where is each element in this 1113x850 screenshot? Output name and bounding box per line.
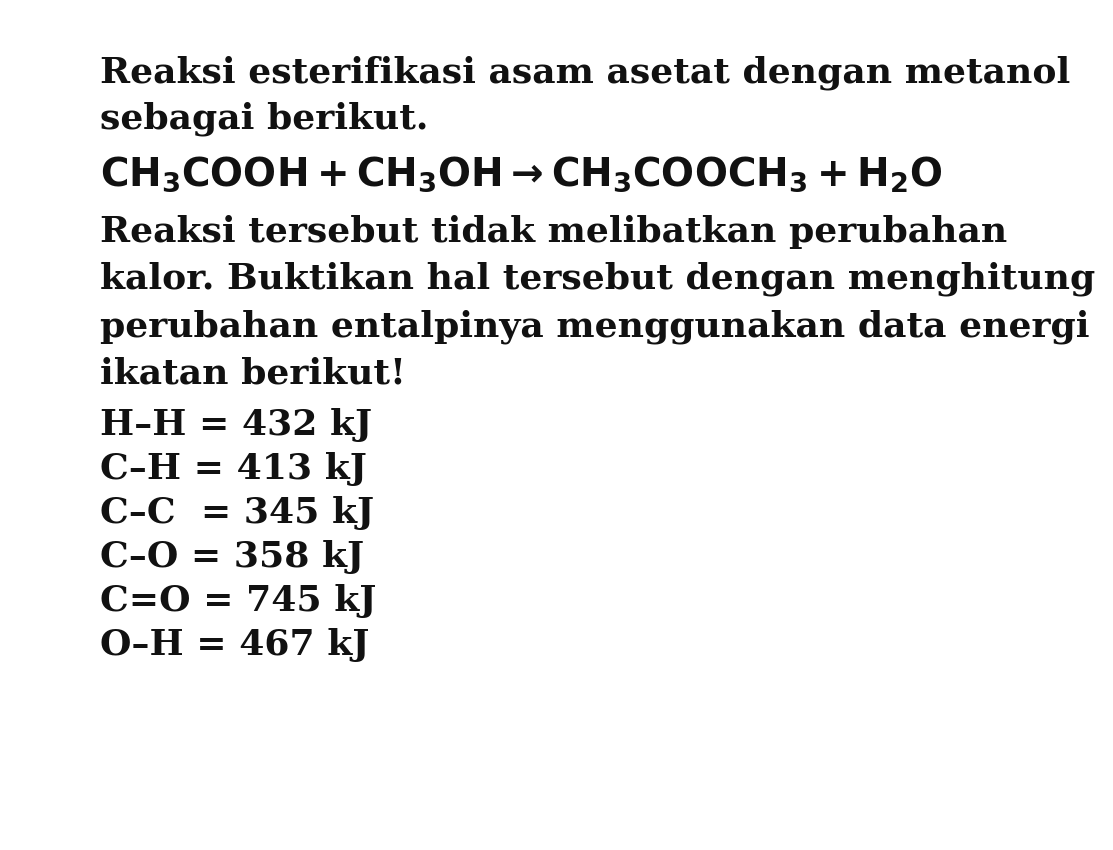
Text: Reaksi esterifikasi asam asetat dengan metanol: Reaksi esterifikasi asam asetat dengan m… [100,55,1071,89]
Text: sebagai berikut.: sebagai berikut. [100,102,429,137]
Text: C–C  = 345 kJ: C–C = 345 kJ [100,496,374,530]
Text: C–H = 413 kJ: C–H = 413 kJ [100,452,367,486]
Text: Reaksi tersebut tidak melibatkan perubahan: Reaksi tersebut tidak melibatkan perubah… [100,215,1007,249]
Text: ikatan berikut!: ikatan berikut! [100,356,406,390]
Text: kalor. Buktikan hal tersebut dengan menghitung: kalor. Buktikan hal tersebut dengan meng… [100,262,1095,297]
Text: C–O = 358 kJ: C–O = 358 kJ [100,540,364,574]
Text: O–H = 467 kJ: O–H = 467 kJ [100,628,370,662]
Text: H–H = 432 kJ: H–H = 432 kJ [100,408,372,442]
Text: $\mathbf{CH_3COOH + CH_3OH \rightarrow CH_3COOCH_3 + H_2O}$: $\mathbf{CH_3COOH + CH_3OH \rightarrow C… [100,154,942,194]
Text: C=O = 745 kJ: C=O = 745 kJ [100,584,376,618]
Text: perubahan entalpinya menggunakan data energi: perubahan entalpinya menggunakan data en… [100,309,1090,343]
